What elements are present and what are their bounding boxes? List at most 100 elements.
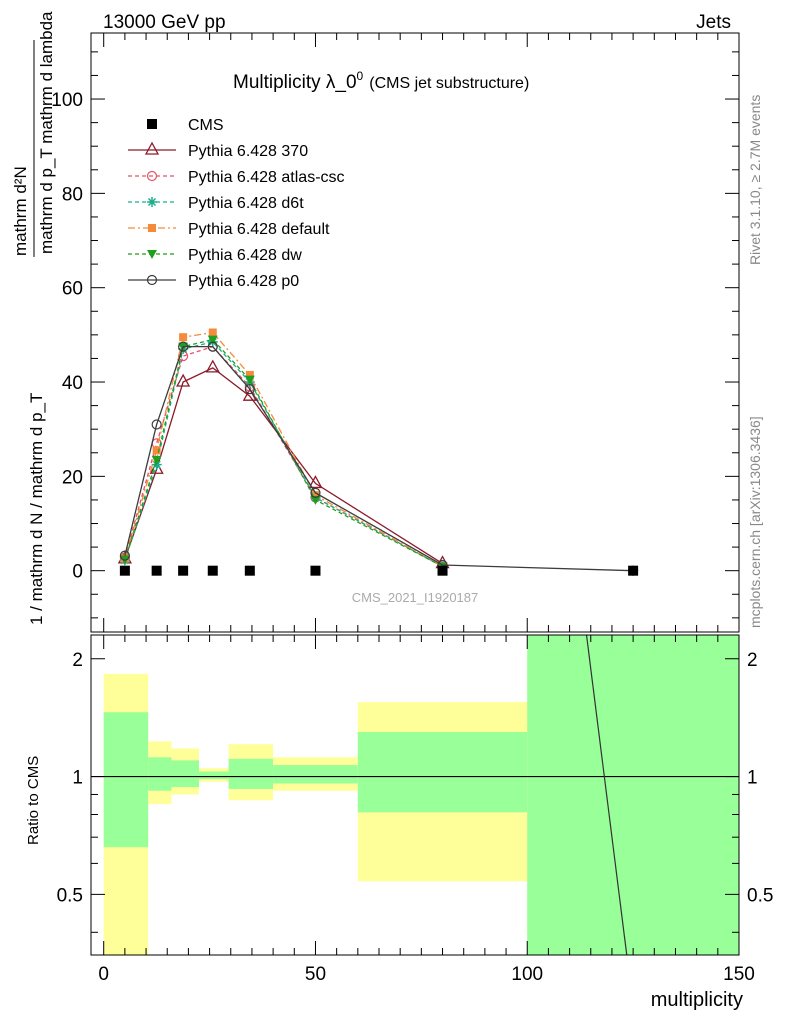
- y-tick-label: 20: [62, 467, 83, 488]
- ratio-band-green: [228, 758, 274, 789]
- data-point: [151, 419, 162, 430]
- legend-label: Pythia 6.428 dw: [188, 247, 302, 264]
- x-tick-label: 50: [305, 964, 326, 985]
- series-line: [124, 341, 443, 568]
- legend-marker: [147, 197, 157, 207]
- legend-entry: Pythia 6.428 d6t: [128, 195, 304, 212]
- plot-title: Multiplicity λ_00 (CMS jet substructure): [233, 69, 529, 93]
- series-line: [124, 331, 443, 568]
- series-line: [124, 338, 443, 568]
- x-tick-label: 150: [723, 964, 755, 985]
- data-point: [178, 341, 189, 352]
- legend-label: Pythia 6.428 default: [188, 221, 330, 238]
- legend-label: Pythia 6.428 d6t: [188, 195, 304, 212]
- data-point: [308, 475, 323, 489]
- legend-entry: Pythia 6.428 370: [128, 141, 308, 160]
- data-point: [244, 375, 255, 385]
- header-energy-label: 13000 GeV pp: [103, 12, 226, 33]
- ratio-prediction-line: [585, 634, 628, 956]
- data-point: [151, 455, 162, 465]
- data-point: [152, 446, 161, 455]
- ratio-y-tick-label-right: 1: [747, 768, 758, 789]
- legend-label: Pythia 6.428 atlas-csc: [188, 169, 345, 186]
- ratio-y-tick-label: 1: [72, 768, 83, 789]
- legend-label: Pythia 6.428 p0: [188, 273, 299, 290]
- ratio-band-green: [357, 731, 528, 813]
- data-point: [176, 373, 191, 387]
- main-y-axis-label: 1 / mathrm d N / mathrm d p_T mathrm d²N…: [11, 11, 56, 625]
- header-process-label: Jets: [696, 12, 731, 33]
- data-point: [244, 383, 255, 395]
- main-plot-frame: [90, 32, 740, 633]
- ratio-band-green: [103, 712, 149, 848]
- data-point: [178, 565, 189, 576]
- data-point: [311, 491, 320, 500]
- y-label-denominator: mathrm d p_T mathrm d lambda: [37, 11, 56, 254]
- legend-entry: Pythia 6.428 dw: [128, 247, 302, 264]
- ratio-y-tick-label-right: 0.5: [747, 885, 773, 906]
- data-point: [179, 333, 188, 342]
- legend-marker: [148, 224, 156, 232]
- y-tick-label: 0: [72, 562, 83, 583]
- plot-subtitle: (CMS jet substructure): [369, 75, 529, 92]
- data-point: [244, 565, 255, 576]
- ratio-band-green: [199, 771, 229, 780]
- series-pythia-6-428-p0: [119, 341, 639, 576]
- ratio-y-tick-label-right: 2: [747, 650, 758, 671]
- data-point: [628, 565, 639, 576]
- data-point: [207, 341, 218, 352]
- legend-label: Pythia 6.428 370: [188, 143, 308, 160]
- series-pythia-6-428-atlas-csc: [119, 341, 448, 572]
- y-label-main: 1 / mathrm d N / mathrm d p_T: [27, 393, 46, 625]
- data-point: [205, 359, 220, 373]
- x-axis-label: multiplicity: [651, 989, 743, 1011]
- ratio-band-green: [273, 765, 358, 784]
- data-point: [207, 565, 218, 576]
- legend-marker: [144, 141, 160, 155]
- y-tick-label: 100: [51, 90, 83, 111]
- legend-entry: Pythia 6.428 default: [128, 221, 330, 238]
- data-point: [310, 565, 321, 576]
- ratio-y-tick-label: 2: [72, 650, 83, 671]
- main-plot-area: 0 20 40 60 80 100 CMS_2021_I1920187 Multiplic…: [51, 32, 740, 633]
- data-point: [208, 328, 217, 337]
- x-tick-label: 100: [511, 964, 543, 985]
- series-cms: [119, 565, 639, 576]
- legend-marker: [146, 274, 158, 286]
- ratio-y-tick-label: 0.5: [57, 885, 83, 906]
- ratio-band-green: [171, 760, 199, 788]
- svg-text:Multiplicity λ_00(CMS jet subs: Multiplicity λ_00 (CMS jet substructure): [233, 69, 529, 93]
- mcplots-label: mcplots.cern.ch [arXiv:1306.3436]: [747, 416, 763, 628]
- data-point: [119, 565, 130, 576]
- plot-title-superscript: 0: [357, 69, 364, 83]
- y-tick-label: 60: [62, 279, 83, 300]
- legend-marker: [147, 250, 157, 259]
- y-label-numerator: mathrm d²N: [11, 166, 30, 256]
- ratio-band-green: [527, 635, 739, 955]
- ratio-y-axis-label: Ratio to CMS: [25, 756, 42, 845]
- plot-title-main: Multiplicity λ_0: [233, 72, 357, 93]
- ratio-plot-area: 0.5 0.5 1 1 2 2 0 50 100 150: [57, 634, 773, 985]
- data-point: [119, 550, 130, 561]
- data-point: [151, 565, 162, 576]
- series-line: [124, 345, 634, 572]
- data-point: [310, 495, 321, 505]
- watermark: CMS_2021_I1920187: [352, 590, 479, 605]
- legend-entry: Pythia 6.428 atlas-csc: [128, 169, 345, 186]
- data-point: [245, 370, 254, 379]
- legend-marker: [147, 119, 157, 129]
- legend-marker: [146, 170, 158, 182]
- ratio-band-green: [148, 757, 172, 791]
- series-pythia-6-428-default: [120, 328, 447, 571]
- data-point: [207, 335, 218, 345]
- ratio-plot-frame: [90, 634, 740, 956]
- legend-entry: CMS: [147, 117, 224, 134]
- data-point: [437, 565, 448, 576]
- y-tick-label: 40: [62, 373, 83, 394]
- legend-label: CMS: [188, 117, 224, 134]
- y-tick-label: 80: [62, 184, 83, 205]
- legend: CMS Pythia 6.428 370 Pythia 6.428 atlas-cs…: [128, 117, 345, 290]
- rivet-version-label: Rivet 3.1.10, ≥ 2.7M events: [747, 95, 763, 265]
- legend-entry: Pythia 6.428 p0: [128, 273, 299, 290]
